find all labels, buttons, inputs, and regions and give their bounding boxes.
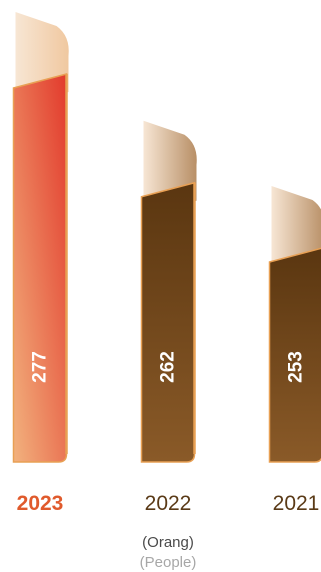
year-label-2023: 2023: [17, 492, 64, 515]
year-label-2021: 2021: [273, 492, 320, 515]
value-label-2021: 253: [286, 351, 307, 383]
unit-label-primary: (Orang): [142, 534, 194, 551]
value-label-2023: 277: [30, 351, 51, 383]
value-label-2022: 262: [158, 351, 179, 383]
bar-2023: [12, 73, 68, 463]
bar-group-2022: 262 2022: [140, 120, 197, 515]
bars-layer: 277 2023 262 2022 253 2021: [12, 12, 321, 515]
year-label-2022: 2022: [145, 492, 192, 515]
unit-label-secondary: (People): [140, 554, 197, 571]
bar-group-2021: 253 2021: [268, 186, 321, 515]
bar-group-2023: 277 2023: [12, 12, 69, 515]
bar-2022: [140, 181, 196, 463]
